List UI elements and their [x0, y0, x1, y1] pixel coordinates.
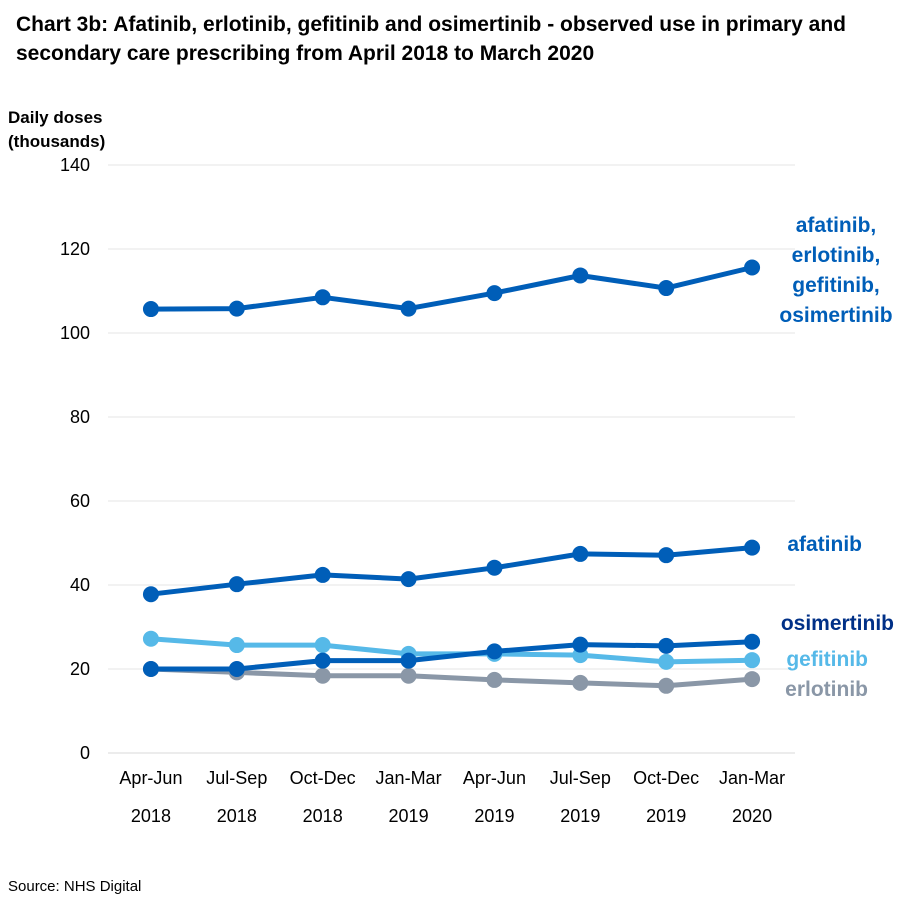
series-osimertinib [142, 633, 761, 677]
data-point [658, 637, 675, 654]
x-axis-ticks: Apr-Jun 2018 Jul-Sep 2018 Oct-Dec 2018 Jan-Mar… [119, 768, 785, 826]
gridlines [108, 164, 795, 754]
series-label-line: afatinib [787, 533, 862, 556]
data-point [228, 300, 245, 317]
x-tick-label: Oct-Dec [290, 768, 356, 788]
series-label-line: gefitinib [786, 648, 868, 671]
y-axis-label: Daily doses (thousands) [8, 106, 105, 154]
data-point [400, 667, 417, 684]
data-point [228, 637, 245, 654]
data-point [744, 652, 761, 669]
series-label: gefitinib [786, 648, 868, 671]
x-tick-year-label: 2019 [474, 806, 514, 826]
series-line [148, 265, 755, 312]
data-point [486, 643, 503, 660]
series-labels: afatinib, erlotinib, gefitinib, osimertinib… [779, 214, 894, 701]
y-tick-label: 140 [60, 155, 90, 175]
x-tick-year-label: 2020 [732, 806, 772, 826]
x-tick-year-label: 2018 [131, 806, 171, 826]
data-point [314, 566, 331, 583]
y-axis-label-line: (thousands) [8, 132, 106, 151]
x-tick-year-label: 2019 [389, 806, 429, 826]
x-tick-label: Apr-Jun [463, 768, 526, 788]
data-point [142, 661, 159, 677]
data-point [314, 637, 331, 654]
y-tick-label: 40 [70, 575, 90, 595]
data-point [744, 259, 761, 276]
data-point [658, 547, 675, 564]
data-point [744, 671, 761, 688]
x-tick-label: Jul-Sep [206, 768, 267, 788]
series-lines [142, 259, 761, 694]
data-point [314, 667, 331, 684]
y-tick-label: 120 [60, 239, 90, 259]
series-line [148, 545, 755, 597]
data-point [228, 576, 245, 593]
series-label-line: gefitinib, [792, 274, 880, 297]
series-label: afatinib [787, 533, 862, 556]
data-point [744, 539, 761, 556]
series-label-line: erlotinib, [792, 244, 881, 267]
data-point [658, 653, 675, 670]
series-label: erlotinib [785, 678, 868, 701]
y-tick-label: 20 [70, 659, 90, 679]
series-label-line: afatinib, [796, 214, 877, 237]
series-afatinib [142, 259, 761, 318]
data-point [658, 677, 675, 694]
series-afatinib [142, 539, 761, 603]
x-tick-year-label: 2018 [303, 806, 343, 826]
data-point [314, 652, 331, 669]
y-axis-ticks: 0 20 40 60 80 100 120 140 [60, 155, 90, 763]
x-tick-year-label: 2019 [560, 806, 600, 826]
x-tick-year-label: 2018 [217, 806, 257, 826]
data-point [142, 630, 159, 647]
series-line [148, 639, 755, 672]
x-tick-label: Jul-Sep [550, 768, 611, 788]
series-line [148, 666, 755, 689]
series-label-line: erlotinib [785, 678, 868, 701]
y-tick-label: 60 [70, 491, 90, 511]
series-label: afatinib, erlotinib, gefitinib, osimertinib [779, 214, 892, 327]
data-point [572, 267, 589, 284]
x-tick-year-label: 2019 [646, 806, 686, 826]
data-point [400, 300, 417, 317]
x-tick-label: Jan-Mar [719, 768, 785, 788]
y-tick-label: 100 [60, 323, 90, 343]
data-point [142, 586, 159, 603]
series-label-line: osimertinib [779, 304, 892, 327]
data-point [658, 280, 675, 297]
x-tick-label: Oct-Dec [633, 768, 699, 788]
data-point [572, 636, 589, 653]
series-label: osimertinib [781, 612, 894, 635]
data-point [486, 285, 503, 302]
data-point [228, 661, 245, 677]
data-point [314, 289, 331, 306]
y-tick-label: 0 [80, 743, 90, 763]
chart-title: Chart 3b: Afatinib, erlotinib, gefitinib… [16, 13, 846, 65]
data-point [400, 571, 417, 588]
x-tick-label: Apr-Jun [119, 768, 182, 788]
x-tick-label: Jan-Mar [376, 768, 442, 788]
data-point [142, 301, 159, 318]
data-point [572, 674, 589, 691]
y-axis-label-line: Daily doses [8, 108, 103, 127]
y-tick-label: 80 [70, 407, 90, 427]
source-note: Source: NHS Digital [8, 878, 142, 895]
series-label-line: osimertinib [781, 612, 894, 635]
data-point [486, 559, 503, 576]
data-point [486, 671, 503, 688]
data-point [744, 633, 761, 650]
data-point [400, 652, 417, 669]
data-point [572, 545, 589, 562]
